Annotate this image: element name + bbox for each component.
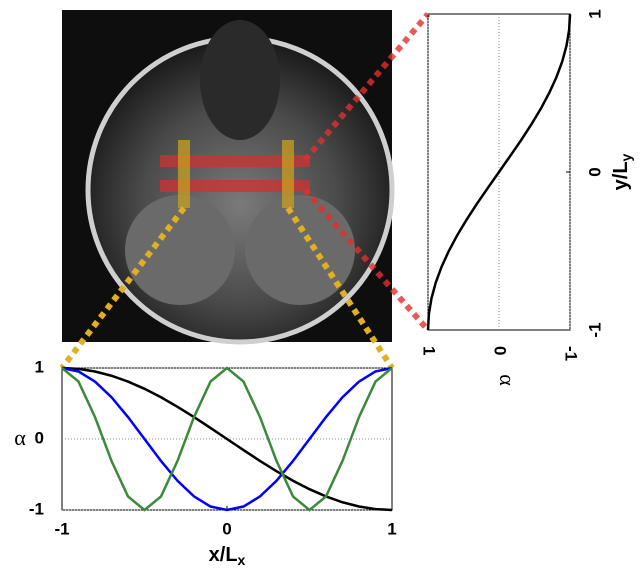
y-tick-label: 1 xyxy=(35,357,44,376)
x-axis-label-sub: x xyxy=(238,552,246,568)
x-axis-label: x/Lx xyxy=(209,544,246,567)
connector-lines xyxy=(59,12,431,370)
x-axis-label-sub: y xyxy=(618,153,634,161)
x-tick-label: 0 xyxy=(222,519,231,538)
y-tick-label: 0 xyxy=(491,346,510,355)
x-tick-label: -1 xyxy=(54,519,69,538)
x-tick-label: 1 xyxy=(387,519,396,538)
data-line xyxy=(61,366,393,512)
x-tick-label: -1 xyxy=(585,322,604,337)
y-tick-label: 0 xyxy=(35,428,44,447)
y-tick-label: -1 xyxy=(29,499,44,518)
x-axis-label: y/Ly xyxy=(610,153,633,190)
x-tick-label: 0 xyxy=(585,167,604,176)
y-tick-label: 1 xyxy=(420,346,439,355)
mri-image xyxy=(62,10,395,345)
y-tick-label: -1 xyxy=(562,346,581,361)
data-line xyxy=(426,13,572,331)
y-axis-label: α xyxy=(14,425,26,450)
x-axis-label-main: x/L xyxy=(209,544,238,566)
data-line xyxy=(61,366,393,512)
x-axis-label-main: y/L xyxy=(610,161,632,190)
x-tick-label: 1 xyxy=(585,9,604,18)
y-axis-label: α xyxy=(495,374,520,386)
data-line xyxy=(61,366,393,512)
